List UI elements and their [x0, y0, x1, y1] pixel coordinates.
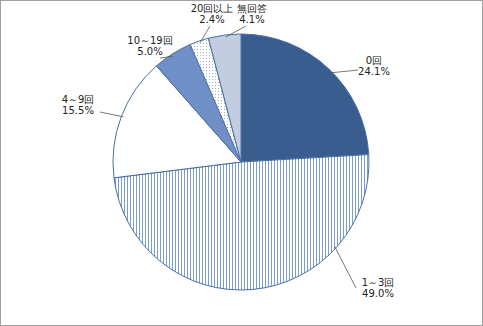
- pie-slice: [241, 34, 369, 162]
- slice-label: 20回以上: [191, 3, 234, 14]
- slice-label: 無回答: [237, 3, 267, 14]
- frame: [1, 1, 483, 326]
- pie-slice: [114, 155, 369, 290]
- leader-line: [226, 26, 246, 37]
- slice-label: 4～9回: [62, 94, 95, 105]
- pie-slice: [208, 34, 241, 162]
- leader-line: [330, 70, 358, 73]
- pie: [113, 34, 369, 290]
- chart: 0回24.1% 1～3回49.0% 4～9回15.5% 10～19回5.0% 20回以上…: [0, 0, 483, 326]
- leader-line: [200, 26, 210, 43]
- value-label: 5.0%: [137, 46, 162, 57]
- leader-line: [100, 112, 123, 117]
- slice-label: 0回: [366, 55, 382, 66]
- value-label: 4.1%: [239, 14, 264, 25]
- slice-label: 10～19回: [127, 35, 172, 46]
- value-label: 2.4%: [199, 14, 224, 25]
- value-label: 24.1%: [358, 66, 390, 77]
- leader-line: [335, 246, 356, 288]
- slice-label: 1～3回: [362, 277, 395, 288]
- value-label: 15.5%: [62, 105, 94, 116]
- labels: 0回24.1% 1～3回49.0% 4～9回15.5% 10～19回5.0% 20回以上…: [62, 3, 395, 299]
- value-label: 49.0%: [362, 288, 394, 299]
